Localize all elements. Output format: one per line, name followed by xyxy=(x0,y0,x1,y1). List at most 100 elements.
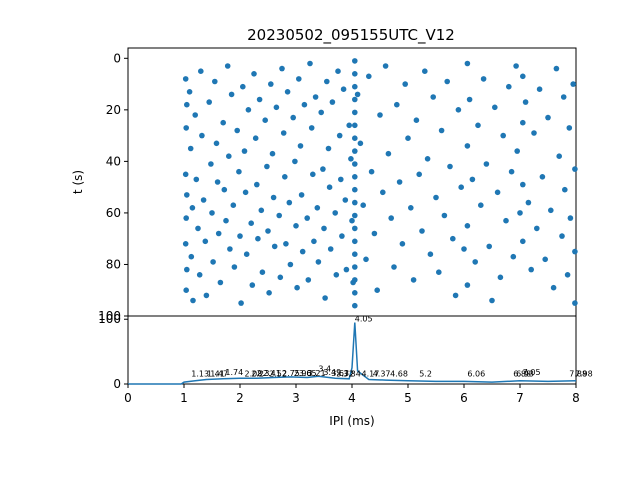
raster-y-tick-label: 0 xyxy=(113,51,121,65)
ipi-y-tick-label: 100 xyxy=(98,312,121,326)
raster-point xyxy=(352,264,358,270)
raster-point xyxy=(475,122,481,129)
ipi-peak-labels: 1.131.411.471.74 2.082.22.32.412.522.752.… xyxy=(191,315,592,379)
raster-point xyxy=(268,81,274,87)
raster-point xyxy=(352,186,358,193)
raster-point xyxy=(271,243,278,250)
raster-point xyxy=(214,179,221,185)
raster-point xyxy=(489,297,495,304)
raster-point xyxy=(324,78,330,85)
raster-point xyxy=(190,297,196,304)
raster-point xyxy=(217,279,224,286)
raster-point xyxy=(264,163,270,170)
raster-point xyxy=(562,186,568,193)
raster-point xyxy=(223,217,229,224)
raster-point xyxy=(466,96,473,103)
raster-point xyxy=(203,292,210,299)
raster-point xyxy=(357,140,364,147)
raster-point xyxy=(513,63,519,69)
raster-point xyxy=(430,94,437,100)
raster-point xyxy=(297,143,304,149)
ipi-x-tick-label: 6 xyxy=(460,391,468,405)
raster-point xyxy=(352,251,358,257)
raster-point xyxy=(438,127,445,134)
raster-point xyxy=(542,256,548,263)
raster-y-tick-label: 20 xyxy=(106,103,121,117)
raster-point xyxy=(311,238,317,245)
raster-point xyxy=(196,272,203,278)
raster-point xyxy=(520,238,526,245)
raster-y-ticks: 0 20 40 60 80 100 xyxy=(98,51,128,323)
ipi-x-tick-label: 0 xyxy=(124,391,132,405)
ipi-y-tick-label: 0 xyxy=(113,377,121,391)
ipi-peak-label: 2.96 xyxy=(294,369,312,378)
raster-point xyxy=(408,205,414,211)
raster-point xyxy=(252,135,259,141)
raster-point xyxy=(228,91,235,98)
raster-point xyxy=(340,86,347,92)
raster-point xyxy=(325,145,332,152)
raster-point xyxy=(292,158,298,165)
raster-y-tick-label: 60 xyxy=(106,206,121,220)
raster-point xyxy=(212,78,218,85)
raster-point xyxy=(352,225,358,232)
raster-point xyxy=(227,246,233,252)
raster-point xyxy=(332,210,339,216)
raster-point xyxy=(276,212,283,219)
raster-point xyxy=(464,223,471,229)
raster-point xyxy=(183,125,189,131)
raster-point xyxy=(539,174,546,180)
raster-point xyxy=(371,230,378,237)
raster-point xyxy=(352,109,358,116)
raster-point xyxy=(314,205,321,211)
raster-point xyxy=(572,166,578,172)
raster-point xyxy=(419,228,425,234)
raster-point xyxy=(343,266,350,273)
raster-point xyxy=(224,63,231,69)
raster-point xyxy=(560,94,567,100)
raster-point xyxy=(283,241,289,247)
ipi-peak-label: 2.52 xyxy=(269,370,287,379)
raster-point xyxy=(321,225,327,232)
raster-point xyxy=(183,287,189,294)
ipi-histogram: 1.131.411.471.74 2.082.22.32.412.522.752.… xyxy=(98,312,593,405)
ipi-peak-label: 7.88 xyxy=(569,370,587,379)
raster-point xyxy=(525,199,532,206)
raster-point xyxy=(352,277,358,283)
raster-point xyxy=(564,272,571,278)
raster-point xyxy=(352,96,358,103)
ipi-peak-label: 2.2 xyxy=(251,370,264,379)
raster-point xyxy=(436,269,442,276)
raster-y-tick-label: 100 xyxy=(98,309,121,323)
raster-point xyxy=(237,233,243,239)
raster-point xyxy=(464,143,471,149)
raster-point xyxy=(286,199,293,206)
raster-point xyxy=(315,259,322,265)
raster-point xyxy=(305,277,312,283)
ipi-peak-label: 4.05 xyxy=(355,315,373,324)
raster-point xyxy=(236,168,242,175)
raster-point xyxy=(528,266,534,273)
raster-point xyxy=(366,73,372,80)
raster-point xyxy=(352,174,358,180)
raster-point xyxy=(206,99,212,105)
raster-point xyxy=(184,101,190,108)
chart-title: 20230502_095155UTC_V12 xyxy=(247,26,455,45)
raster-point xyxy=(280,130,287,136)
raster-point xyxy=(416,171,423,178)
raster-point xyxy=(352,238,358,245)
raster-point xyxy=(433,194,439,201)
ipi-y-ticks: 0 100 xyxy=(98,312,128,391)
raster-point xyxy=(199,132,205,139)
raster-point xyxy=(394,101,400,108)
raster-point xyxy=(399,241,406,247)
ipi-peak-label: 1.74 xyxy=(225,368,243,377)
raster-point xyxy=(241,148,248,154)
raster-point xyxy=(391,264,397,270)
raster-point xyxy=(520,181,526,188)
raster-point xyxy=(388,215,395,221)
raster-point xyxy=(556,153,562,159)
raster-point xyxy=(234,127,240,134)
raster-point xyxy=(249,282,256,288)
raster-point xyxy=(346,122,353,129)
